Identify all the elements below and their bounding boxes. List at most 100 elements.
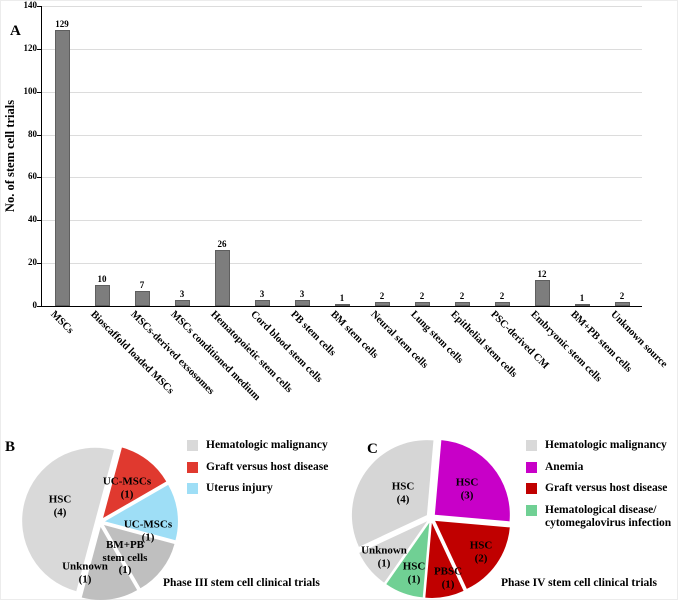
bar [334, 303, 350, 306]
bar-value-label: 12 [537, 269, 547, 280]
panel-b-pie-phase3: B Hematologic malignancy Graft versus hos… [1, 431, 340, 601]
legend-item-label: Uterus injury [206, 482, 273, 495]
legend-color-swatch [526, 440, 537, 451]
y-tick-mark [37, 48, 42, 50]
y-tick-mark [37, 134, 42, 136]
legend-item-label: Hematological disease/ cytomegalovirus i… [545, 503, 672, 530]
x-category-label: Epithelial stem cells [448, 309, 520, 380]
pie-slice-bm-pb-stem-cells [103, 525, 175, 589]
pie-slice-hsc [435, 520, 510, 589]
y-gridline [42, 48, 642, 50]
legend-color-swatch [187, 483, 198, 495]
phase3-caption: Phase III stem cell clinical trials [163, 577, 320, 589]
pie-slice-label: BM+PB stem cells (1) [102, 539, 148, 577]
pie-slice-label: HSC (4) [48, 493, 72, 518]
phase4-legend: Hematologic malignancy Anemia Graft versus… [526, 439, 671, 539]
y-gridline [42, 134, 642, 136]
legend-item: Graft versus host disease [187, 461, 328, 475]
y-gridline [42, 220, 642, 222]
y-gridline [42, 91, 642, 93]
x-category-label: Cord blood stem cells [248, 309, 325, 386]
pie-slice-unknown [359, 521, 428, 583]
bar-plot-area: 0 20 40 60 80 100 120 140 129 MSCs 10 Bioscaffold l… [24, 0, 670, 403]
x-category-label: MSCs [48, 309, 76, 337]
bar-value-label: 2 [499, 290, 505, 301]
bar [534, 280, 550, 306]
y-tick-label: 40 [28, 214, 37, 225]
bar [414, 301, 430, 306]
panel-a-bar-chart: A No. of stem cell trials 0 20 40 60 80 100 12… [1, 0, 678, 431]
y-tick-label: 0 [32, 300, 38, 310]
bar-value-label: 2 [619, 290, 625, 301]
bar-value-label: 10 [97, 273, 107, 284]
y-tick-mark [37, 306, 42, 307]
phase4-caption: Phase IV stem cell clinical trials [501, 577, 657, 589]
pie-slice-pbsc [425, 522, 464, 598]
bar [54, 29, 70, 306]
panel-a-letter: A [10, 23, 21, 39]
panel-b-letter: B [5, 439, 16, 455]
bar-value-label: 26 [217, 239, 227, 250]
pie-slice-uc-mscs [104, 484, 178, 541]
x-category-label: Bioscaffold loaded MSCs [88, 309, 176, 397]
legend-color-swatch [526, 504, 537, 516]
y-axis-title: No. of stem cell trials [3, 99, 17, 213]
pie-slice-hsc [22, 447, 115, 592]
pie-slice-hsc [386, 522, 430, 598]
legend-item-label: Graft versus host disease [545, 482, 668, 495]
pie-slice-label: Unknown (1) [62, 560, 108, 585]
bar [254, 299, 270, 306]
x-category-label: Hematopoietic stem cells [208, 309, 295, 396]
legend-item: Anemia [526, 461, 671, 475]
legend-item: Hematologic malignancy [187, 439, 328, 453]
legend-item: Graft versus host disease [526, 482, 671, 496]
y-tick-label: 100 [23, 85, 38, 96]
bar-value-label: 2 [379, 290, 385, 301]
bar [614, 301, 630, 306]
legend-item-label: Anemia [545, 460, 584, 473]
bar [454, 301, 470, 306]
bar [174, 299, 190, 306]
bar-value-label: 1 [339, 292, 345, 303]
y-gridline [42, 177, 642, 179]
legend-item: Uterus injury [187, 482, 328, 496]
bar [294, 299, 310, 306]
x-category-label: MSCs-derived exsosomes [128, 309, 217, 398]
panel-c-letter: C [367, 441, 378, 457]
x-category-label: Embryonic stem cells [528, 309, 604, 385]
pie-slice-label: PBSC (1) [433, 565, 463, 590]
bar-value-label: 129 [55, 18, 69, 29]
legend-color-swatch [526, 461, 537, 473]
bar-value-label: 7 [139, 280, 145, 290]
y-tick-mark [37, 6, 42, 7]
pie-slice-label: HSC (1) [402, 560, 426, 585]
bar-value-label: 2 [459, 290, 465, 301]
bar-value-label: 3 [259, 288, 265, 299]
bar [574, 303, 590, 306]
pie-slice-label: Unknown (1) [361, 544, 407, 569]
bar-value-label: 3 [299, 288, 305, 299]
legend-item-label: Graft versus host disease [206, 460, 329, 473]
pie-slice-label: HSC (2) [469, 539, 493, 564]
y-tick-mark [37, 91, 42, 93]
y-tick-mark [37, 177, 42, 179]
bar [374, 301, 390, 306]
pie-slice-unknown [81, 526, 138, 600]
pieC-svg [351, 440, 510, 598]
y-tick-label: 120 [23, 42, 38, 53]
legend-item: Hematological disease/ cytomegalovirus i… [526, 504, 671, 531]
y-gridline [42, 6, 642, 7]
bar [494, 301, 510, 306]
y-tick-label: 140 [23, 0, 38, 10]
y-tick-label: 80 [28, 128, 37, 139]
pie-slice-hsc [434, 440, 510, 522]
pie-slice-label: UC-MSCs (1) [123, 518, 173, 543]
bar [214, 250, 230, 306]
bar-value-label: 2 [419, 290, 425, 301]
legend-item-label: Hematologic malignancy [206, 439, 328, 451]
pie-slice-label: UC-MSCs (1) [102, 475, 152, 500]
y-tick-label: 20 [28, 257, 37, 268]
pie-slice-hsc [351, 440, 434, 547]
y-gridline [42, 263, 642, 265]
